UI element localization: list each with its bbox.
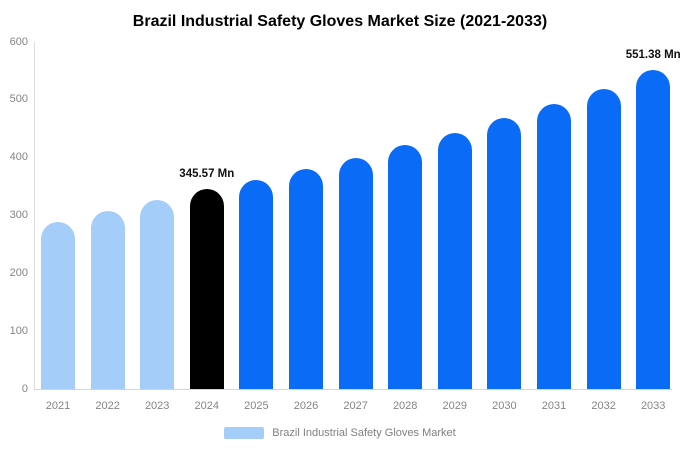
bar-2027[interactable] — [338, 157, 373, 389]
legend-swatch — [224, 427, 265, 439]
bar-2026[interactable] — [289, 168, 323, 389]
legend: Brazil Industrial Safety Gloves Market — [0, 427, 680, 439]
y-tick-600: 600 — [9, 35, 28, 48]
bar-2032[interactable] — [586, 88, 621, 389]
x-tick-2030: 2030 — [492, 400, 517, 412]
bar-2023[interactable] — [140, 199, 175, 389]
bar-2024[interactable] — [189, 188, 224, 389]
y-tick-200: 200 — [9, 267, 28, 280]
bar-2022[interactable] — [90, 210, 125, 389]
y-tick-500: 500 — [9, 93, 28, 106]
bar-2031[interactable] — [537, 104, 571, 389]
legend-item[interactable]: Brazil Industrial Safety Gloves Market — [224, 427, 456, 439]
x-tick-2021: 2021 — [45, 400, 71, 412]
bar-2025[interactable] — [239, 179, 274, 389]
bar-2029[interactable] — [437, 133, 472, 389]
x-tick-2032: 2032 — [591, 400, 616, 412]
x-tick-2031: 2031 — [541, 400, 567, 412]
y-tick-0: 0 — [21, 383, 28, 395]
x-tick-2025: 2025 — [244, 400, 269, 412]
legend-label: Brazil Industrial Safety Gloves Market — [272, 427, 456, 439]
y-tick-300: 300 — [9, 209, 28, 222]
y-tick-100: 100 — [9, 325, 28, 338]
x-tick-2024: 2024 — [194, 400, 220, 412]
x-tick-2028: 2028 — [392, 400, 418, 412]
chart-title: Brazil Industrial Safety Gloves Market S… — [132, 13, 548, 30]
x-axis-line — [33, 389, 672, 390]
y-tick-400: 400 — [9, 151, 28, 164]
bar-2021[interactable] — [41, 221, 75, 389]
y-axis-line — [33, 41, 35, 389]
x-tick-2033: 2033 — [640, 400, 666, 412]
bar-2033[interactable] — [636, 69, 671, 389]
x-tick-2029: 2029 — [442, 400, 468, 412]
annotation-2024: 345.57 Mn — [179, 167, 235, 180]
bar-2030[interactable] — [487, 117, 522, 389]
x-tick-2023: 2023 — [144, 400, 170, 412]
bar-2028[interactable] — [388, 144, 423, 389]
x-tick-2027: 2027 — [343, 400, 368, 412]
x-tick-2026: 2026 — [293, 400, 319, 412]
x-tick-2022: 2022 — [95, 400, 120, 412]
annotation-2033: 551.38 Mn — [625, 48, 680, 61]
